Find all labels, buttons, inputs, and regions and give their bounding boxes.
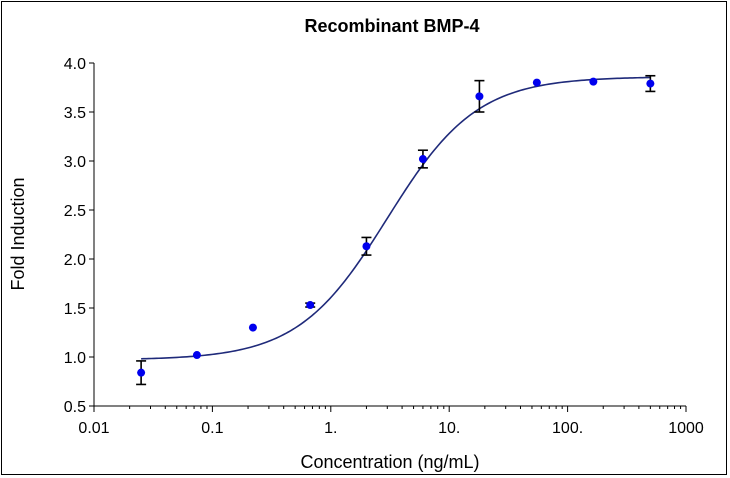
x-tick-label: 10. bbox=[438, 420, 460, 437]
x-tick-label: 0.01 bbox=[78, 420, 109, 437]
data-point bbox=[589, 77, 598, 86]
points-layer bbox=[136, 74, 656, 386]
data-point bbox=[192, 351, 201, 360]
x-tick-label: 0.1 bbox=[201, 420, 223, 437]
data-point bbox=[248, 323, 257, 332]
data-point bbox=[532, 78, 541, 87]
x-tick-label: 100. bbox=[552, 420, 583, 437]
fit-curve-layer bbox=[141, 76, 651, 360]
data-point bbox=[646, 79, 655, 88]
data-point bbox=[475, 92, 484, 101]
axes bbox=[93, 63, 686, 407]
y-tick-label: 4.0 bbox=[64, 56, 86, 73]
y-tick-label: 3.0 bbox=[64, 154, 86, 171]
x-tick-label: 1. bbox=[324, 420, 337, 437]
data-point bbox=[362, 242, 371, 251]
y-tick-label: 1.0 bbox=[64, 350, 86, 367]
data-point bbox=[137, 368, 146, 377]
y-tick-label: 3.5 bbox=[64, 105, 86, 122]
x-tick-label: 1000 bbox=[668, 420, 704, 437]
y-axis-label: Fold Induction bbox=[8, 177, 28, 290]
fit-curve bbox=[141, 76, 651, 360]
y-tick-label: 2.0 bbox=[64, 252, 86, 269]
y-tick-label: 1.5 bbox=[64, 301, 86, 318]
data-point bbox=[418, 155, 427, 164]
x-axis-label: Concentration (ng/mL) bbox=[300, 452, 479, 472]
chart-title: Recombinant BMP-4 bbox=[304, 16, 479, 36]
ticks: 0.5 1.0 1.5 2.0 2.5 3.0 3.5 4.0 0.01 0.1 1. 10. 100.… bbox=[64, 56, 704, 437]
y-tick-label: 2.5 bbox=[64, 203, 86, 220]
data-point bbox=[306, 301, 315, 310]
y-tick-label: 0.5 bbox=[64, 399, 86, 416]
